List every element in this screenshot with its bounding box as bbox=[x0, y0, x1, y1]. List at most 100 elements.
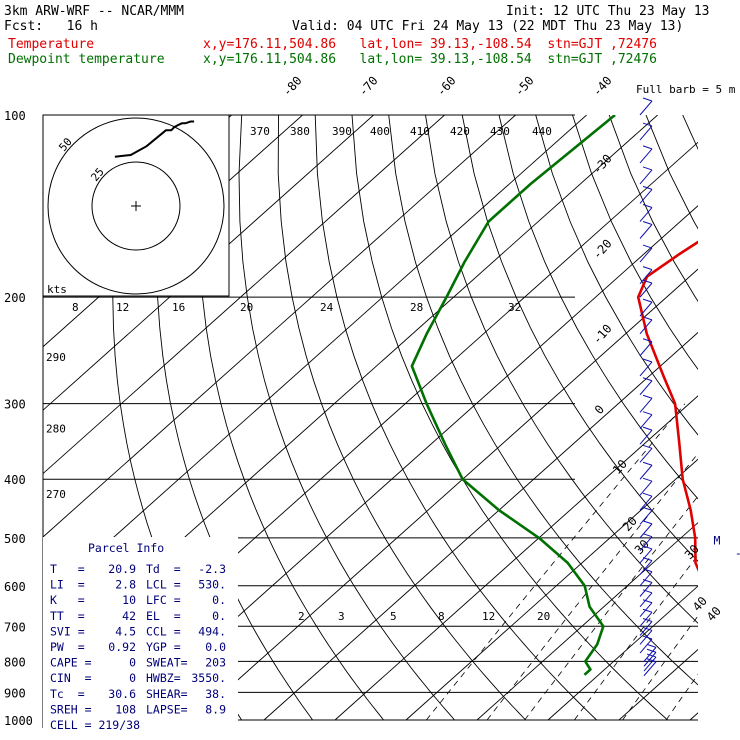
wind-barb bbox=[639, 414, 653, 430]
wind-barb bbox=[639, 592, 653, 608]
parcel-info-value: 8.9 bbox=[205, 702, 226, 716]
isotherm bbox=[618, 648, 698, 721]
theta-label: 430 bbox=[490, 125, 510, 138]
wind-barb bbox=[639, 341, 653, 357]
wind-barb-legend: Full barb = 5 m s⁻¹ bbox=[636, 83, 740, 96]
parcel-info-value: 4.5 bbox=[115, 624, 136, 638]
wind-barb bbox=[639, 602, 653, 618]
isotherm-label: -10 bbox=[590, 322, 615, 347]
isotherm bbox=[43, 115, 374, 411]
parcel-info-value: 530. bbox=[198, 578, 226, 592]
wind-barb-flag bbox=[642, 426, 653, 431]
parcel-info-value: 0 bbox=[129, 671, 136, 685]
wind-barb bbox=[639, 429, 653, 445]
pressure-tick-label: 200 bbox=[4, 291, 26, 305]
mixing-ratio-line bbox=[724, 404, 740, 720]
temperature-trace bbox=[636, 240, 698, 572]
wind-barb bbox=[639, 447, 653, 463]
wind-barb-flag bbox=[642, 185, 653, 190]
isotherm-label: -40 bbox=[590, 74, 615, 99]
wind-barb bbox=[643, 661, 657, 677]
wind-barb-flag bbox=[642, 557, 653, 562]
parcel-annotation: -LCL bbox=[735, 546, 740, 560]
wind-barb-flag bbox=[646, 658, 657, 663]
wind-barb-flag bbox=[642, 394, 653, 399]
dewpoint-legend: Dewpoint temperature bbox=[8, 52, 165, 67]
wind-barb-flag bbox=[642, 520, 653, 525]
isotherm-label: -30 bbox=[590, 152, 615, 177]
parcel-info-label: K = bbox=[50, 593, 85, 607]
wind-barb-flag bbox=[642, 377, 653, 382]
hodograph-ring bbox=[91, 161, 181, 251]
wind-barb bbox=[639, 495, 653, 511]
wind-barb bbox=[639, 361, 653, 377]
parcel-info-value: 0.0 bbox=[205, 640, 226, 654]
wind-barb bbox=[639, 148, 653, 164]
wind-barb bbox=[639, 536, 653, 552]
wind-barb-flag bbox=[642, 316, 653, 321]
parcel-info-label: PW = bbox=[50, 640, 85, 654]
wind-barb-flag bbox=[642, 221, 653, 225]
isotherm-label: -50 bbox=[512, 74, 537, 99]
wind-barb bbox=[639, 571, 653, 587]
mixing-ratio-line bbox=[665, 673, 698, 721]
theta-label: 410 bbox=[410, 125, 430, 138]
isotherm bbox=[43, 115, 445, 475]
hodograph-trace bbox=[114, 120, 195, 158]
parcel-info-label: SREH = bbox=[50, 702, 92, 716]
wind-barb-flag bbox=[642, 338, 653, 343]
isotherm bbox=[334, 395, 698, 721]
isotherm bbox=[43, 115, 587, 601]
dry-adiabat bbox=[388, 115, 698, 686]
mixing-ratio-label: 3 bbox=[338, 610, 345, 623]
theta-label: 420 bbox=[450, 125, 470, 138]
wind-barb-flag bbox=[642, 635, 653, 640]
dry-adiabat bbox=[682, 115, 698, 151]
parcel-info-title: Parcel Info bbox=[88, 541, 164, 555]
pressure-tick-label: 100 bbox=[4, 109, 26, 123]
hodograph-speed-tick: 12 bbox=[116, 301, 129, 314]
model-title: 3km ARW-WRF -- NCAR/MMM bbox=[4, 4, 185, 19]
wind-barb bbox=[639, 464, 653, 480]
theta-label: 370 bbox=[250, 125, 270, 138]
theta-label: 400 bbox=[370, 125, 390, 138]
hodograph-ring bbox=[47, 117, 225, 295]
parcel-info-label: Tc = bbox=[50, 687, 85, 701]
wind-barb bbox=[639, 510, 653, 525]
wind-barb-flag bbox=[642, 166, 653, 171]
parcel-info-label: SHEAR= bbox=[146, 687, 188, 701]
parcel-info-label: YGP = bbox=[146, 640, 181, 654]
wind-barb-flag bbox=[642, 608, 653, 613]
parcel-info-label: HWBZ= bbox=[146, 671, 181, 685]
hodograph-speed-tick: 8 bbox=[72, 301, 79, 314]
parcel-info-label: SWEAT= bbox=[146, 656, 188, 670]
theta-label: 390 bbox=[332, 125, 352, 138]
isotherm-label: -20 bbox=[590, 237, 615, 262]
pressure-tick-label: 700 bbox=[4, 620, 26, 634]
wind-barb-flag bbox=[642, 411, 653, 416]
mixing-ratio-label: 20 bbox=[537, 610, 550, 623]
wind-barb-flag bbox=[642, 298, 653, 303]
wind-barb-flag bbox=[642, 244, 653, 249]
wind-barb bbox=[639, 189, 653, 204]
wind-barb-flag bbox=[642, 568, 653, 573]
wind-barb-flag bbox=[642, 626, 653, 631]
parcel-info-label: LI = bbox=[50, 578, 85, 592]
hodograph-speed-tick: 16 bbox=[172, 301, 185, 314]
pressure-tick-label: 1000 bbox=[4, 714, 33, 728]
mixing-ratio-label: 12 bbox=[482, 610, 495, 623]
wind-barb-flag bbox=[642, 358, 653, 363]
mixing-ratio-label: 5 bbox=[390, 610, 397, 623]
parcel-info-value: 3550. bbox=[191, 671, 226, 685]
pressure-tick-label: 500 bbox=[4, 532, 26, 546]
forecast-hour: Fcst: 16 h bbox=[4, 19, 98, 34]
wind-barb-flag bbox=[642, 579, 653, 583]
parcel-info-box bbox=[43, 537, 238, 728]
parcel-info-label: Td = bbox=[146, 562, 181, 576]
wind-barb-flag bbox=[642, 506, 653, 511]
wind-barb bbox=[639, 638, 653, 654]
dry-adiabat bbox=[314, 115, 597, 721]
wind-barb bbox=[639, 247, 653, 263]
parcel-info-label: LCL = bbox=[146, 578, 181, 592]
isotherm-label: -80 bbox=[280, 74, 305, 99]
